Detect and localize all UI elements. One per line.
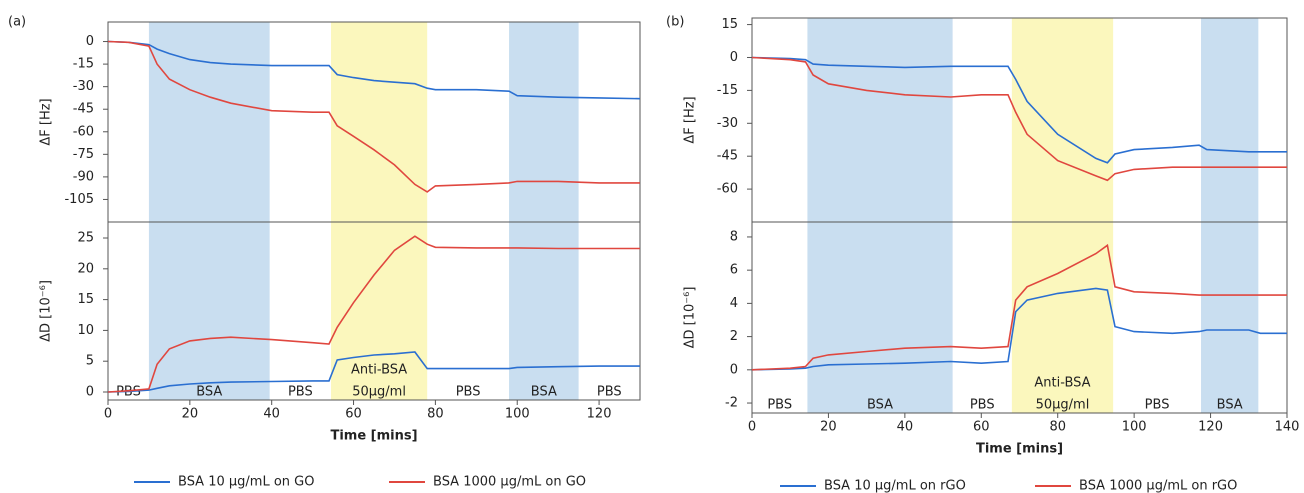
y-tick-label: 0 [730, 50, 738, 65]
x-tick-label: 80 [1049, 420, 1066, 435]
x-tick-label: 0 [104, 407, 112, 422]
y-tick-label: 2 [730, 329, 738, 344]
panel-label: (a) [8, 15, 26, 30]
x-axis-label: Time [mins] [330, 429, 417, 444]
y-axis-label: ΔF [Hz] [683, 96, 698, 143]
y-tick-label: -60 [73, 124, 94, 139]
y-tick-label: 15 [721, 17, 738, 32]
y-tick-label: -60 [717, 182, 738, 197]
legend-label: BSA 10 μg/mL on GO [178, 475, 314, 490]
legend-label: BSA 10 μg/mL on rGO [824, 479, 966, 493]
x-tick-label: 140 [1275, 420, 1300, 435]
phase-label: PBS [1145, 398, 1170, 413]
x-tick-label: 40 [897, 420, 914, 435]
phase-band [1012, 18, 1113, 222]
phase-label: PBS [970, 398, 995, 413]
x-tick-label: 40 [263, 407, 280, 422]
phase-sublabel: 50µg/ml [1036, 398, 1090, 413]
y-tick-label: 4 [730, 296, 738, 311]
y-axis-label: ΔD [10⁻⁶] [683, 287, 698, 349]
y-tick-label: 5 [86, 354, 94, 369]
legend-label: BSA 1000 μg/mL on GO [433, 475, 586, 490]
y-tick-label: -30 [717, 116, 738, 131]
y-tick-label: -45 [73, 102, 94, 117]
x-tick-label: 60 [345, 407, 362, 422]
phase-band [149, 222, 270, 400]
y-tick-label: -2 [725, 396, 738, 411]
phase-label: PBS [456, 385, 481, 400]
y-axis-label: ΔD [10⁻⁶] [39, 280, 54, 342]
y-tick-label: -45 [717, 149, 738, 164]
y-tick-label: 8 [730, 229, 738, 244]
x-tick-label: 100 [1122, 420, 1147, 435]
x-tick-label: 0 [748, 420, 756, 435]
y-tick-label: 10 [77, 323, 94, 338]
y-tick-label: -105 [64, 192, 94, 207]
phase-label: PBS [597, 385, 622, 400]
panel-label: (b) [666, 15, 684, 30]
phase-band [1201, 222, 1258, 413]
phase-label: BSA [1217, 398, 1243, 413]
y-tick-label: -90 [73, 169, 94, 184]
x-tick-label: 20 [820, 420, 837, 435]
y-tick-label: -30 [73, 79, 94, 94]
phase-label: PBS [767, 398, 792, 413]
phase-label: Anti-BSA [1034, 376, 1090, 391]
phase-band [331, 22, 427, 222]
phase-sublabel: 50µg/ml [352, 385, 406, 400]
phase-label: BSA [867, 398, 893, 413]
y-tick-label: 25 [77, 231, 94, 246]
phase-band [807, 222, 952, 413]
y-axis-label: ΔF [Hz] [39, 98, 54, 145]
phase-label: BSA [531, 385, 557, 400]
legend-label: BSA 1000 μg/mL on rGO [1079, 479, 1237, 493]
x-tick-label: 120 [587, 407, 612, 422]
phase-band [509, 22, 579, 222]
phase-band [807, 18, 952, 222]
y-tick-label: 20 [77, 261, 94, 276]
x-tick-label: 120 [1198, 420, 1223, 435]
x-axis-label: Time [mins] [976, 442, 1063, 457]
y-tick-label: 6 [730, 263, 738, 278]
x-tick-label: 80 [427, 407, 444, 422]
phase-label: BSA [196, 385, 222, 400]
y-tick-label: 0 [86, 34, 94, 49]
y-tick-label: 15 [77, 292, 94, 307]
phase-band [1201, 18, 1258, 222]
x-tick-label: 100 [505, 407, 530, 422]
y-tick-label: -75 [73, 147, 94, 162]
y-tick-label: 0 [730, 362, 738, 377]
phase-label: Anti-BSA [351, 363, 407, 378]
phase-label: PBS [288, 385, 313, 400]
y-tick-label: 0 [86, 384, 94, 399]
x-tick-label: 20 [182, 407, 199, 422]
y-tick-label: -15 [717, 83, 738, 98]
figure: 0 -15 -30 -45 -60 -75 -90 -105 ΔF [Hz] (a) PBS BSA P… [0, 0, 1304, 493]
y-tick-label: -15 [73, 57, 94, 72]
x-tick-label: 60 [973, 420, 990, 435]
